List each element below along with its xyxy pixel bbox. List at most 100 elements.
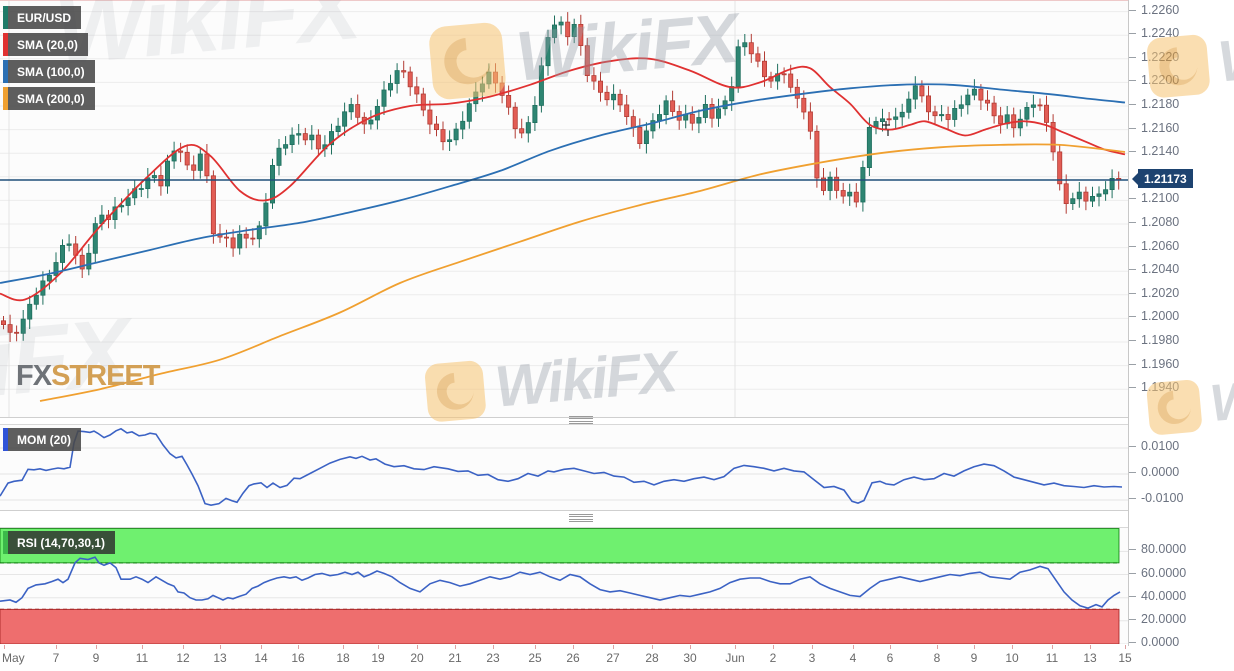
x-axis-tickmark bbox=[812, 645, 813, 649]
candle-body bbox=[1090, 195, 1096, 202]
y-axis-tick: 1.1940 bbox=[1129, 380, 1179, 394]
x-axis-label: 11 bbox=[1045, 651, 1059, 665]
candle-body bbox=[571, 23, 577, 37]
x-axis-tickmark bbox=[690, 645, 691, 649]
rsi-panel[interactable] bbox=[0, 527, 1128, 646]
candle-body bbox=[729, 86, 735, 102]
candle-body bbox=[20, 318, 26, 334]
x-axis-tickmark bbox=[1090, 645, 1091, 649]
x-axis-label: 27 bbox=[606, 651, 620, 665]
candle-body bbox=[407, 71, 413, 88]
candle-body bbox=[1070, 198, 1076, 204]
candle-body bbox=[433, 123, 439, 130]
candle-body bbox=[269, 164, 275, 204]
price-axis[interactable]: 1.2260 1.2240 1.2220 1.2200 1.2180 1.2160 1.21… bbox=[1128, 0, 1234, 649]
y-axis-tick: 60.0000 bbox=[1129, 566, 1186, 580]
legend-sma20-badge[interactable]: SMA (20,0) bbox=[3, 33, 88, 56]
x-axis-label: 7 bbox=[52, 651, 60, 665]
candle-body bbox=[1103, 189, 1109, 195]
x-axis-tickmark bbox=[1052, 645, 1053, 649]
x-axis-label: May bbox=[2, 651, 25, 665]
candle-body bbox=[702, 104, 708, 118]
rsi-oversold-zone bbox=[0, 608, 1120, 645]
main-price-panel[interactable] bbox=[0, 0, 1128, 418]
last-price-badge: 1.21173 bbox=[1132, 169, 1193, 188]
x-axis-tickmark bbox=[535, 645, 536, 649]
candle-body bbox=[709, 104, 715, 119]
x-axis-label: 25 bbox=[528, 651, 542, 665]
x-axis-tickmark bbox=[890, 645, 891, 649]
x-axis-tickmark bbox=[261, 645, 262, 649]
y-axis-tick: 1.2060 bbox=[1129, 239, 1179, 253]
candle-body bbox=[624, 104, 630, 118]
candle-body bbox=[735, 46, 741, 87]
y-axis-tick: 0.0000 bbox=[1129, 635, 1179, 649]
candle-body bbox=[328, 131, 334, 146]
candle-body bbox=[788, 73, 794, 88]
sma-line-100 bbox=[0, 83, 1126, 284]
candle-body bbox=[899, 111, 905, 118]
candle-body bbox=[880, 118, 886, 123]
x-axis-label: 19 bbox=[371, 651, 385, 665]
candle-body bbox=[1037, 104, 1043, 107]
candle-body bbox=[184, 151, 190, 166]
x-axis-tickmark bbox=[773, 645, 774, 649]
rsi-indicator-badge[interactable]: RSI (14,70,30,1) bbox=[3, 531, 116, 554]
y-axis-tick: 0.0100 bbox=[1129, 439, 1179, 453]
candle-body bbox=[1109, 177, 1115, 190]
x-axis-tickmark bbox=[613, 645, 614, 649]
legend-sma100-badge[interactable]: SMA (100,0) bbox=[3, 60, 95, 83]
x-axis-label: 13 bbox=[213, 651, 227, 665]
candle-body bbox=[223, 236, 229, 239]
candle-body bbox=[958, 104, 964, 109]
candle-body bbox=[552, 24, 558, 38]
candle-body bbox=[46, 274, 52, 282]
candle-body bbox=[512, 106, 518, 130]
x-axis-tickmark bbox=[493, 645, 494, 649]
y-axis-tick: 1.2220 bbox=[1129, 50, 1179, 64]
candle-body bbox=[151, 175, 157, 179]
candle-body bbox=[919, 85, 925, 97]
candle-body bbox=[604, 91, 610, 101]
time-axis[interactable]: May 7 9 11 12 13 14 16 18 19 20 21 23 25 26 27 28 30 Jun 2 3… bbox=[0, 644, 1234, 671]
candle-body bbox=[506, 95, 512, 108]
panel-resize-handle[interactable] bbox=[569, 416, 593, 424]
candle-body bbox=[932, 111, 938, 117]
candle-body bbox=[335, 125, 341, 132]
legend-symbol-badge[interactable]: EUR/USD bbox=[3, 6, 82, 29]
candle-body bbox=[657, 114, 663, 121]
candle-body bbox=[440, 129, 446, 143]
panel-resize-handle[interactable] bbox=[569, 514, 593, 522]
candle-body bbox=[762, 60, 768, 78]
candle-body bbox=[387, 83, 393, 91]
candle-body bbox=[578, 23, 584, 47]
candle-body bbox=[565, 21, 571, 38]
mom-indicator-badge[interactable]: MOM (20) bbox=[3, 428, 81, 451]
candle-body bbox=[420, 93, 426, 111]
candle-body bbox=[742, 42, 748, 48]
candle-body bbox=[92, 223, 98, 254]
candle-body bbox=[617, 93, 623, 106]
candle-body bbox=[237, 233, 243, 249]
candle-body bbox=[368, 119, 374, 125]
candle-body bbox=[210, 175, 216, 235]
x-axis-label: 16 bbox=[291, 651, 305, 665]
candle-body bbox=[689, 113, 695, 124]
momentum-panel[interactable] bbox=[0, 424, 1128, 511]
candle-body bbox=[650, 120, 656, 132]
x-axis-tickmark bbox=[735, 645, 736, 649]
y-axis-tick: 20.0000 bbox=[1129, 612, 1186, 626]
candle-body bbox=[827, 176, 833, 191]
legend-sma200-badge[interactable]: SMA (200,0) bbox=[3, 87, 95, 110]
candle-body bbox=[283, 144, 289, 149]
candle-body bbox=[794, 86, 800, 99]
candle-body bbox=[178, 150, 184, 153]
candle-body bbox=[1050, 122, 1056, 153]
candle-body bbox=[663, 100, 669, 116]
candle-body bbox=[893, 116, 899, 120]
candle-body bbox=[309, 134, 315, 141]
x-axis-label: 30 bbox=[683, 651, 697, 665]
x-axis-label: 10 bbox=[1005, 651, 1019, 665]
candle-body bbox=[348, 104, 354, 113]
